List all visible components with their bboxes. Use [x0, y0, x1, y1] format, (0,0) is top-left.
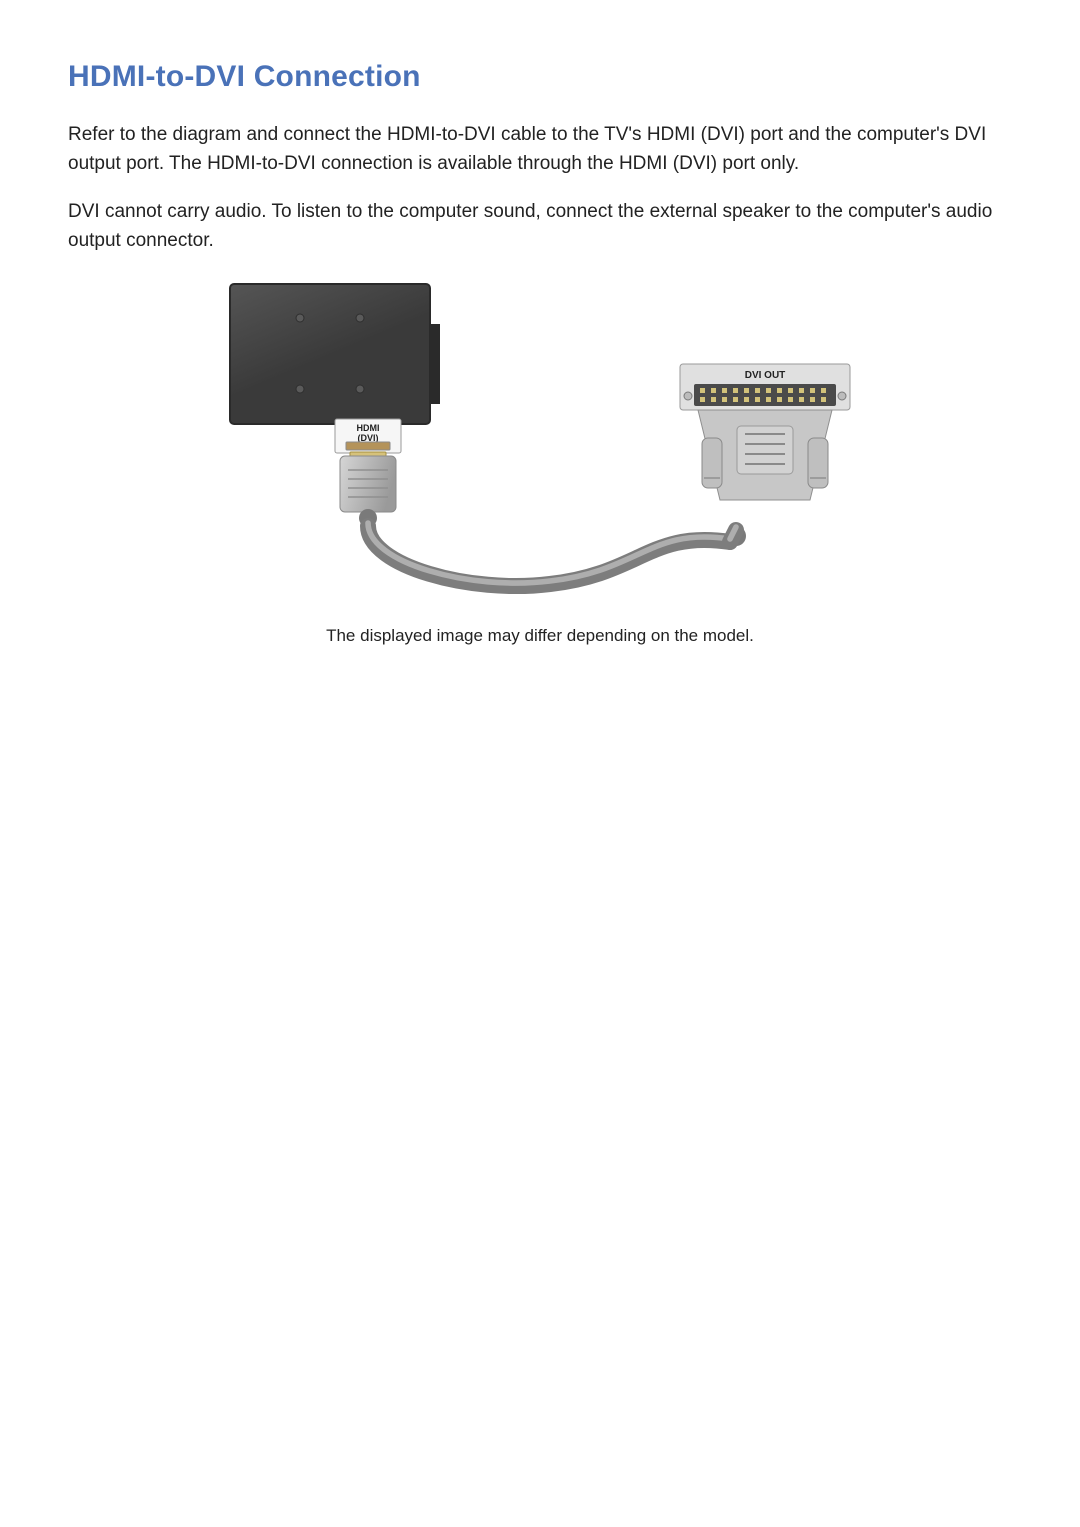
page: HDMI-to-DVI Connection Refer to the diag… — [0, 0, 1080, 646]
diagram-svg: HDMI(DVI)DVI OUT — [220, 274, 860, 604]
connection-diagram: HDMI(DVI)DVI OUT The displayed image may… — [220, 274, 860, 646]
figure-caption: The displayed image may differ depending… — [220, 626, 860, 646]
paragraph-2: DVI cannot carry audio. To listen to the… — [68, 197, 1012, 256]
paragraph-1: Refer to the diagram and connect the HDM… — [68, 120, 1012, 179]
page-title: HDMI-to-DVI Connection — [68, 60, 1012, 94]
svg-text:HDMI: HDMI — [357, 423, 380, 433]
svg-text:DVI OUT: DVI OUT — [745, 370, 786, 381]
figure-container: HDMI(DVI)DVI OUT The displayed image may… — [68, 274, 1012, 646]
